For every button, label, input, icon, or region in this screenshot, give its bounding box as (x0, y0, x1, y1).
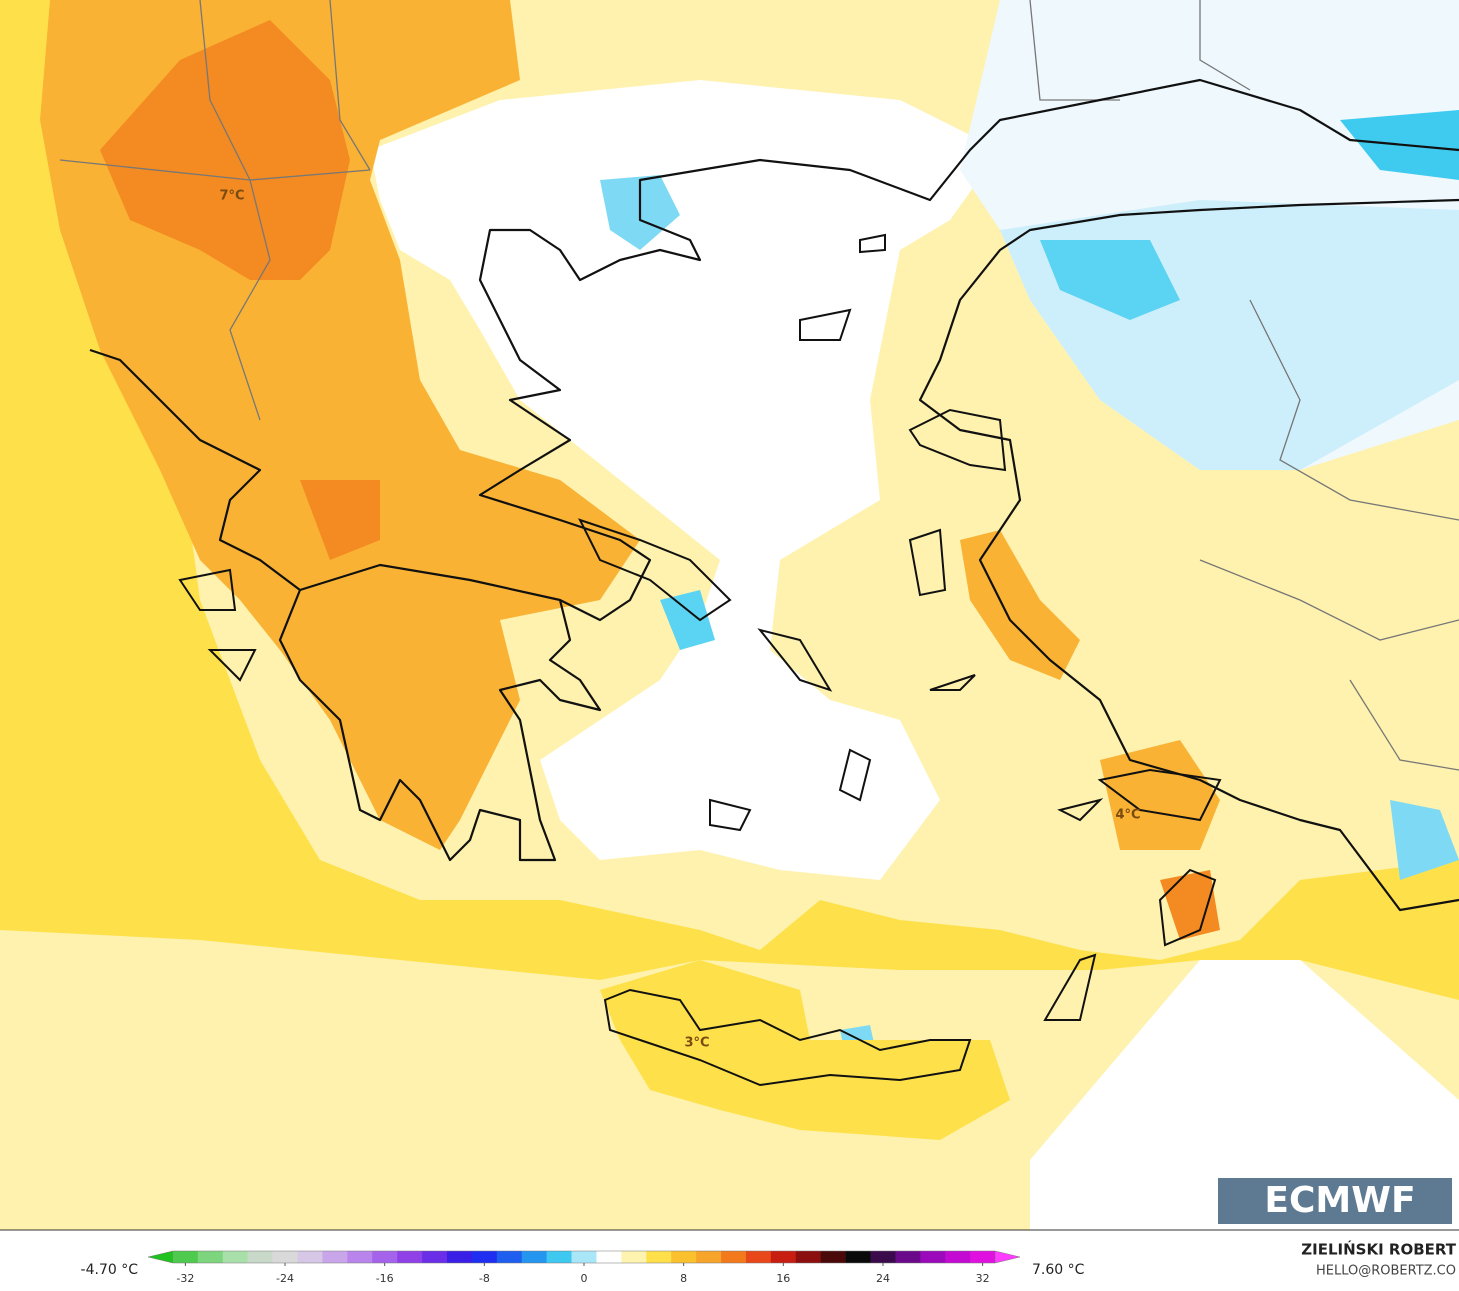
colorbar-tick-label: 16 (776, 1272, 790, 1285)
colorbar-max: 7.60 °C (1032, 1262, 1085, 1278)
colorbar-segment (820, 1251, 846, 1263)
colorbar-segment (621, 1251, 647, 1263)
colorbar-segment (347, 1251, 373, 1263)
colorbar-segment (272, 1251, 298, 1263)
colorbar-segment (994, 1250, 1021, 1264)
cold-field (660, 590, 715, 650)
coastline (918, 198, 1459, 912)
colorbar-segment (247, 1251, 273, 1263)
colorbar-segment (222, 1251, 248, 1263)
island (178, 233, 1222, 1087)
colorbar-segment (422, 1251, 448, 1263)
colorbar-segment (845, 1251, 871, 1263)
colorbar-segment (496, 1251, 523, 1263)
warm-field (600, 960, 1010, 1140)
logo: ECMWF (1264, 1180, 1415, 1221)
colorbar-segment (745, 1251, 772, 1263)
colorbar-segment (446, 1251, 473, 1263)
colorbar-segment (920, 1251, 946, 1263)
colorbar-segment (521, 1251, 547, 1263)
cold-field (1040, 240, 1180, 320)
colorbar-segment (297, 1251, 323, 1263)
colorbar-tick-label: -24 (276, 1272, 294, 1285)
colorbar-segment (646, 1251, 672, 1263)
colorbar-segment (671, 1251, 697, 1263)
colorbar-segment (770, 1251, 797, 1263)
colorbar-tick-label: -16 (376, 1272, 394, 1285)
colorbar-tick-label: 32 (976, 1272, 990, 1285)
map-label: 3°C (684, 1036, 709, 1051)
colorbar-segment (471, 1251, 498, 1263)
coastline (89, 78, 1459, 622)
colorbar-segment (721, 1251, 747, 1263)
colorbar-segment (397, 1251, 423, 1263)
colorbar-segment (322, 1251, 348, 1263)
colorbar-tick-label: -32 (176, 1272, 194, 1285)
colorbar: -4.70 °C 7.60 °C -32 -24 -16 -8 0 8 16 24 32 (81, 1250, 1085, 1285)
colorbar-segment (546, 1251, 572, 1263)
warmer-field (960, 530, 1080, 680)
coastline (278, 589, 602, 862)
logo-box (1218, 1178, 1452, 1224)
map-label: 4°C (1115, 808, 1140, 823)
border-line (59, 0, 1459, 771)
map-label: 7°C (219, 189, 244, 204)
colorbar-tick-label: 8 (680, 1272, 687, 1285)
credit-author: ZIELIŃSKI ROBERT (1301, 1240, 1456, 1259)
colorbar-segment (895, 1251, 921, 1263)
colorbar-segment (596, 1251, 622, 1263)
warmest-field (1160, 870, 1220, 940)
colorbar-tick-label: 0 (581, 1272, 588, 1285)
warmest-field (300, 480, 380, 560)
colorbar-tick-label: 24 (876, 1272, 890, 1285)
colorbar-segment (970, 1251, 996, 1263)
colorbar-segment (197, 1251, 224, 1263)
colorbar-segment (696, 1251, 722, 1263)
colorbar-segment (172, 1251, 199, 1263)
map: 7°C 4°C 3°C ECMWF (0, 0, 1459, 1230)
neutral-field (370, 80, 1000, 880)
colorbar-min: -4.70 °C (81, 1262, 139, 1278)
neutral-field (1030, 960, 1459, 1230)
cold-field (1390, 800, 1459, 880)
colorbar-segment (870, 1251, 896, 1263)
colorbar-segment (147, 1250, 174, 1264)
colorbar-segment (571, 1251, 597, 1263)
credit-contact: HELLO@ROBERTZ.CO (1316, 1264, 1456, 1279)
colorbar-tick-label: -8 (479, 1272, 490, 1285)
warmer-field (1100, 740, 1220, 850)
colorbar-segment (372, 1251, 398, 1263)
colorbar-segment (795, 1251, 821, 1263)
warm-field (0, 0, 1459, 1000)
warmest-field (100, 20, 350, 280)
colorbar-segment (945, 1251, 971, 1263)
